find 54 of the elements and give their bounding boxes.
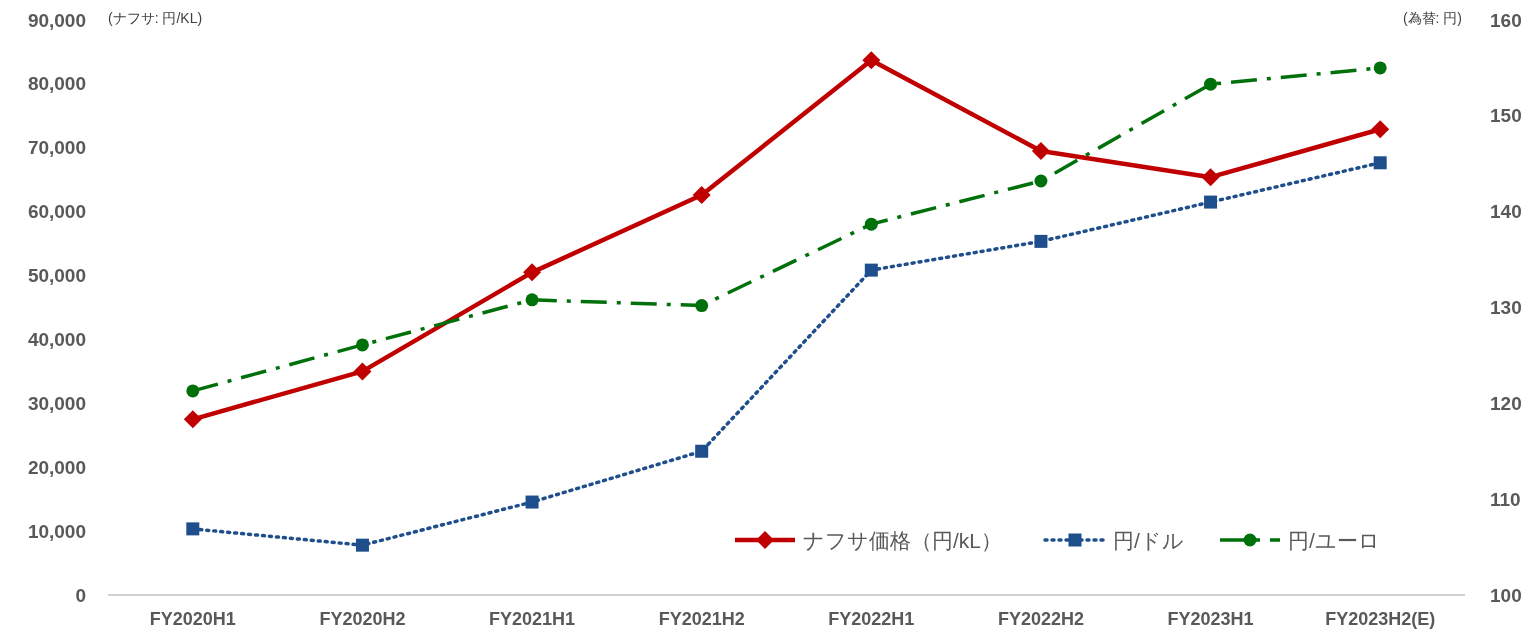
y-tick-label: 10,000 <box>27 520 86 542</box>
point <box>1204 77 1218 91</box>
x-tick-label: FY2023H1 <box>1167 609 1254 629</box>
point <box>1373 156 1387 170</box>
y-tick-label: 40,000 <box>27 328 86 350</box>
point <box>864 263 878 277</box>
x-tick-label: FY2020H2 <box>319 609 406 629</box>
point <box>695 444 709 458</box>
point <box>523 263 542 282</box>
y-axis-title: (ナフサ: 円/KL) <box>108 10 203 26</box>
point <box>186 522 200 536</box>
y-tick-label: 90,000 <box>27 9 86 31</box>
y-tick-label: 0 <box>75 584 86 606</box>
y2-tick-label: 120 <box>1490 392 1522 414</box>
y-tick-label: 50,000 <box>27 265 86 287</box>
point <box>862 51 881 70</box>
legend-label: ナフサ価格（円/kL） <box>803 528 1003 552</box>
point <box>355 338 369 352</box>
point <box>1034 234 1048 248</box>
x-tick-label: FY2023H2(E) <box>1325 609 1436 629</box>
y2-tick-label: 140 <box>1490 201 1522 223</box>
point <box>186 384 200 398</box>
legend-label: 円/ドル <box>1113 528 1184 552</box>
point <box>1034 174 1048 188</box>
y-tick-label: 20,000 <box>27 456 86 478</box>
point <box>1373 61 1387 75</box>
y-tick-label: 60,000 <box>27 201 86 223</box>
y2-tick-label: 100 <box>1490 584 1522 606</box>
point <box>1031 141 1050 160</box>
y2-tick-label: 110 <box>1490 488 1521 510</box>
point <box>1201 168 1220 187</box>
y2-tick-label: 130 <box>1490 297 1522 318</box>
point <box>525 293 539 307</box>
point <box>353 362 372 381</box>
x-tick-label: FY2021H2 <box>658 609 745 629</box>
y-tick-label: 70,000 <box>27 137 86 159</box>
point <box>525 495 539 509</box>
y2-axis-title: (為替: 円) <box>1402 10 1462 26</box>
x-tick-label: FY2021H1 <box>489 609 576 629</box>
point <box>355 538 369 552</box>
point <box>183 410 202 429</box>
legend-label: 円/ユーロ <box>1288 528 1380 552</box>
y-tick-label: 30,000 <box>27 392 86 414</box>
point <box>692 186 711 205</box>
y-tick-label: 80,000 <box>27 73 86 95</box>
point <box>1204 195 1218 209</box>
x-tick-label: FY2022H1 <box>828 609 915 629</box>
x-tick-label: FY2022H2 <box>997 609 1084 629</box>
point <box>1371 120 1390 139</box>
y2-tick-label: 160 <box>1490 9 1522 31</box>
x-tick-label: FY2020H1 <box>149 609 236 629</box>
point <box>864 217 878 231</box>
y2-tick-label: 150 <box>1490 105 1522 127</box>
point <box>695 299 709 313</box>
